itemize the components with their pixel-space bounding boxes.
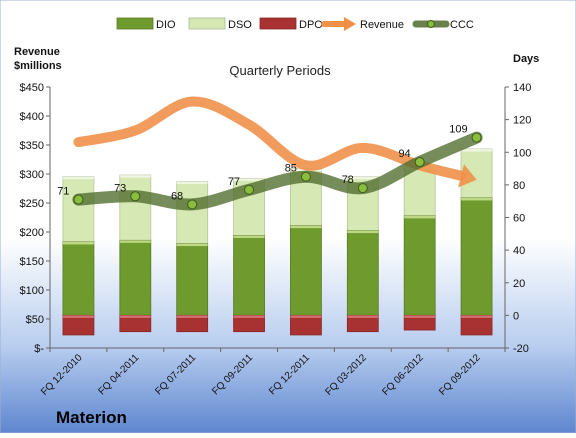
bar-dio (176, 243, 209, 316)
bar-dpo-highlight (347, 315, 379, 318)
bar-dpo-highlight (290, 315, 322, 318)
ccc-point (357, 183, 368, 194)
left-axis-tick-label: $200 (20, 227, 44, 239)
bar-dio-highlight (290, 225, 322, 229)
left-axis-tick-label: $150 (20, 256, 44, 268)
left-axis-tick-label: $300 (20, 169, 44, 181)
legend-swatch-ccc-dot (427, 20, 435, 28)
bar-dso (62, 176, 95, 243)
ccc-data-label: 77 (228, 176, 240, 188)
right-axis-tick-label: 120 (513, 115, 531, 127)
ccc-data-label: 71 (57, 186, 69, 198)
bar-dso-highlight (347, 176, 379, 180)
bar-dpo (62, 314, 95, 336)
right-axis-tick-label: 80 (513, 180, 525, 192)
legend-label-dpo: DPO (299, 19, 323, 31)
ccc-data-label: 85 (285, 163, 297, 175)
bar-dso-highlight (461, 148, 493, 152)
left-axis-tick-label: $50 (26, 314, 44, 326)
left-axis-tick-label: $- (34, 343, 44, 355)
left-axis-tick-label: $400 (20, 111, 44, 123)
ccc-data-label: 68 (171, 190, 183, 202)
bar-dpo-highlight (461, 315, 493, 318)
ccc-point (130, 191, 141, 202)
legend-label-ccc: CCC (450, 19, 474, 31)
ccc-data-label: 94 (398, 148, 410, 160)
legend-label-revenue: Revenue (360, 19, 404, 31)
ccc-data-label: 73 (114, 182, 126, 194)
right-axis-tick-label: 0 (513, 310, 519, 322)
bar-dio (233, 235, 265, 316)
right-axis-label: Days (513, 53, 539, 65)
right-axis-tick-label: 40 (513, 245, 525, 257)
ccc-data-label: 78 (342, 174, 354, 186)
left-axis-label-line1: Revenue (14, 46, 60, 58)
right-axis-tick-label: 100 (513, 147, 531, 159)
right-axis-tick-label: 60 (513, 213, 525, 225)
bar-dpo-highlight (404, 315, 436, 318)
ccc-data-label: 109 (449, 124, 467, 136)
bar-dpo-highlight (62, 315, 94, 318)
bar-dso (460, 148, 493, 199)
bar-dio-highlight (233, 235, 265, 238)
right-axis-tick-label: -20 (513, 343, 529, 355)
bar-dio-highlight (176, 243, 208, 247)
ccc-point (300, 171, 311, 182)
bar-dio-highlight (461, 197, 493, 201)
bar-dso (176, 181, 209, 245)
bar-dso-highlight (176, 181, 208, 185)
legend-label-dso: DSO (228, 19, 252, 31)
bar-dio (460, 197, 493, 316)
bar-dpo-highlight (176, 315, 208, 318)
bar-dso-highlight (233, 178, 265, 181)
bar-dio-highlight (404, 215, 436, 219)
bar-dio (403, 215, 436, 316)
plot-area: 71 73 68 77 85 78 94 109 (57, 96, 493, 336)
legend-swatch-dio (116, 17, 154, 30)
bar-dio-highlight (62, 241, 94, 245)
bar-dpo (460, 314, 493, 336)
bar-dio (119, 239, 152, 316)
left-axis-tick-label: $350 (20, 140, 44, 152)
right-axis-tick-label: 20 (513, 278, 525, 290)
ccc-point (244, 184, 255, 195)
bar-dso-highlight (62, 176, 94, 180)
legend-swatch-dso (188, 17, 226, 30)
bar-dio-highlight (347, 230, 379, 234)
chart-title: Quarterly Periods (229, 63, 331, 78)
ccc-line (72, 131, 483, 211)
left-axis-tick-label: $100 (20, 285, 44, 297)
legend-swatch-revenue-head (344, 17, 356, 31)
bar-dio (290, 225, 322, 316)
left-axis-tick-label: $250 (20, 198, 44, 210)
ccc-point (187, 199, 198, 210)
ccc-point (471, 132, 482, 143)
legend-label-dio: DIO (156, 19, 176, 31)
company-name: Materion (56, 408, 127, 427)
left-axis-label-line2: $millions (14, 60, 62, 72)
right-axis-tick-label: 140 (513, 82, 531, 94)
bar-dio-highlight (119, 240, 151, 243)
ccc-point (73, 194, 84, 205)
legend: DIO DSO DPO Revenue CCC (116, 17, 474, 31)
revenue-arrowhead (458, 164, 477, 188)
bar-dso-highlight (119, 175, 151, 178)
ccc-point (414, 157, 425, 168)
bar-dpo (290, 314, 322, 336)
bar-dio (346, 230, 379, 316)
legend-swatch-dpo (259, 17, 297, 30)
bar-dpo-highlight (233, 315, 265, 318)
bar-dpo-highlight (119, 315, 151, 318)
bar-dio (62, 241, 95, 316)
left-axis-tick-label: $450 (20, 82, 44, 94)
